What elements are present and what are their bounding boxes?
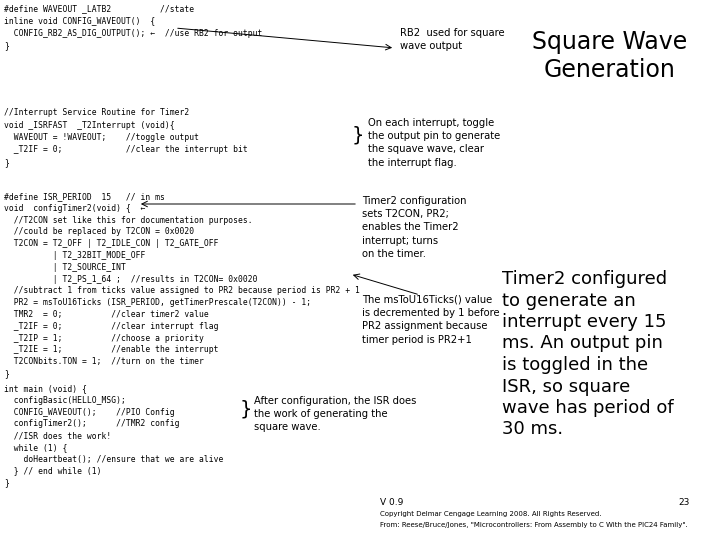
- Text: Timer2 configured
to generate an
interrupt every 15
ms. An output pin
is toggled: Timer2 configured to generate an interru…: [502, 270, 674, 438]
- Text: From: Reese/Bruce/Jones, "Microcontrollers: From Assembly to C With the PIC24 Fa: From: Reese/Bruce/Jones, "Microcontrolle…: [380, 522, 688, 528]
- Text: 23: 23: [679, 498, 690, 507]
- Text: int main (void) {
  configBasic(HELLO_MSG);
  CONFIG_WAVEOUT();    //PIO Config
: int main (void) { configBasic(HELLO_MSG)…: [4, 384, 223, 488]
- Text: }: }: [352, 126, 364, 145]
- Text: V 0.9: V 0.9: [380, 498, 403, 507]
- Text: Square Wave
Generation: Square Wave Generation: [532, 30, 688, 82]
- Text: After configuration, the ISR does
the work of generating the
square wave.: After configuration, the ISR does the wo…: [254, 396, 416, 433]
- Text: The msToU16Ticks() value
is decremented by 1 before
PR2 assignment because
timer: The msToU16Ticks() value is decremented …: [362, 295, 500, 345]
- Text: Copyright Delmar Cengage Learning 2008. All Rights Reserved.: Copyright Delmar Cengage Learning 2008. …: [380, 511, 601, 517]
- Text: Timer2 configuration
sets T2CON, PR2;
enables the Timer2
interrupt; turns
on the: Timer2 configuration sets T2CON, PR2; en…: [362, 196, 467, 259]
- Text: }: }: [240, 400, 253, 419]
- Text: #define ISR_PERIOD  15   // in ms
void  configTimer2(void) {  ←
  //T2CON set li: #define ISR_PERIOD 15 // in ms void conf…: [4, 192, 360, 378]
- Text: //Interrupt Service Routine for Timer2
void _ISRFAST  _T2Interrupt (void){
  WAV: //Interrupt Service Routine for Timer2 v…: [4, 108, 248, 167]
- Text: On each interrupt, toggle
the output pin to generate
the squave wave, clear
the : On each interrupt, toggle the output pin…: [368, 118, 500, 167]
- Text: #define WAVEOUT _LATB2          //state
inline void CONFIG_WAVEOUT()  {
  CONFIG: #define WAVEOUT _LATB2 //state inline vo…: [4, 4, 262, 51]
- Text: RB2  used for square
wave output: RB2 used for square wave output: [400, 28, 505, 51]
